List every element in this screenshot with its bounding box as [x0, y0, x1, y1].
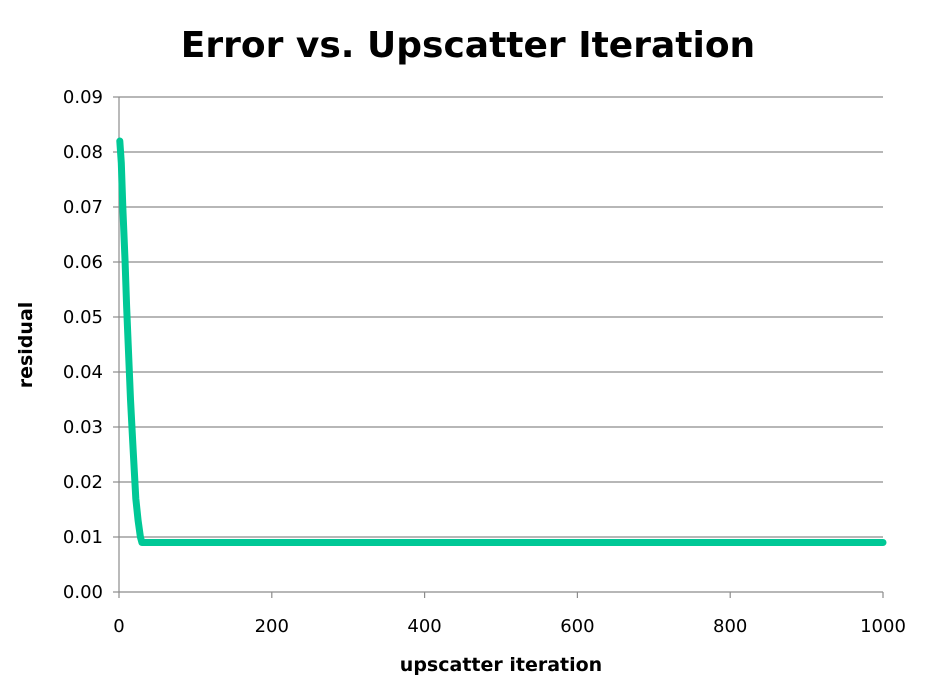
x-axis-ticks: 0 200 400 600 800 1000 — [113, 592, 906, 637]
y-tick-label-1: 0.01 — [63, 527, 103, 548]
y-tick-label-3: 0.03 — [63, 417, 103, 438]
series-line-0 — [116, 137, 887, 546]
y-tick-label-0: 0.00 — [63, 582, 103, 603]
y-tick-label-7: 0.07 — [63, 197, 103, 218]
x-axis-label: upscatter iteration — [400, 654, 602, 676]
x-tick-label-0: 0 — [113, 616, 124, 637]
y-tick-label-6: 0.06 — [63, 252, 103, 273]
x-tick-label-3: 600 — [560, 616, 594, 637]
y-tick-label-8: 0.08 — [63, 142, 103, 163]
y-tick-label-2: 0.02 — [63, 472, 103, 493]
y-axis-label: residual — [15, 302, 37, 389]
y-tick-label-4: 0.04 — [63, 362, 103, 383]
chart-title: Error vs. Upscatter Iteration — [181, 25, 755, 66]
y-tick-label-9: 0.09 — [63, 87, 103, 108]
y-tick-label-5: 0.05 — [63, 307, 103, 328]
x-tick-label-5: 1000 — [860, 616, 906, 637]
axes — [118, 97, 883, 593]
x-tick-label-2: 400 — [407, 616, 441, 637]
y-axis-ticks: 0.00 0.01 0.02 0.03 0.04 0.05 0.06 0.07 0.08 0.09 — [63, 87, 119, 603]
x-tick-label-1: 200 — [255, 616, 289, 637]
series-group — [116, 137, 887, 546]
gridlines — [119, 96, 883, 538]
x-tick-label-4: 800 — [713, 616, 747, 637]
